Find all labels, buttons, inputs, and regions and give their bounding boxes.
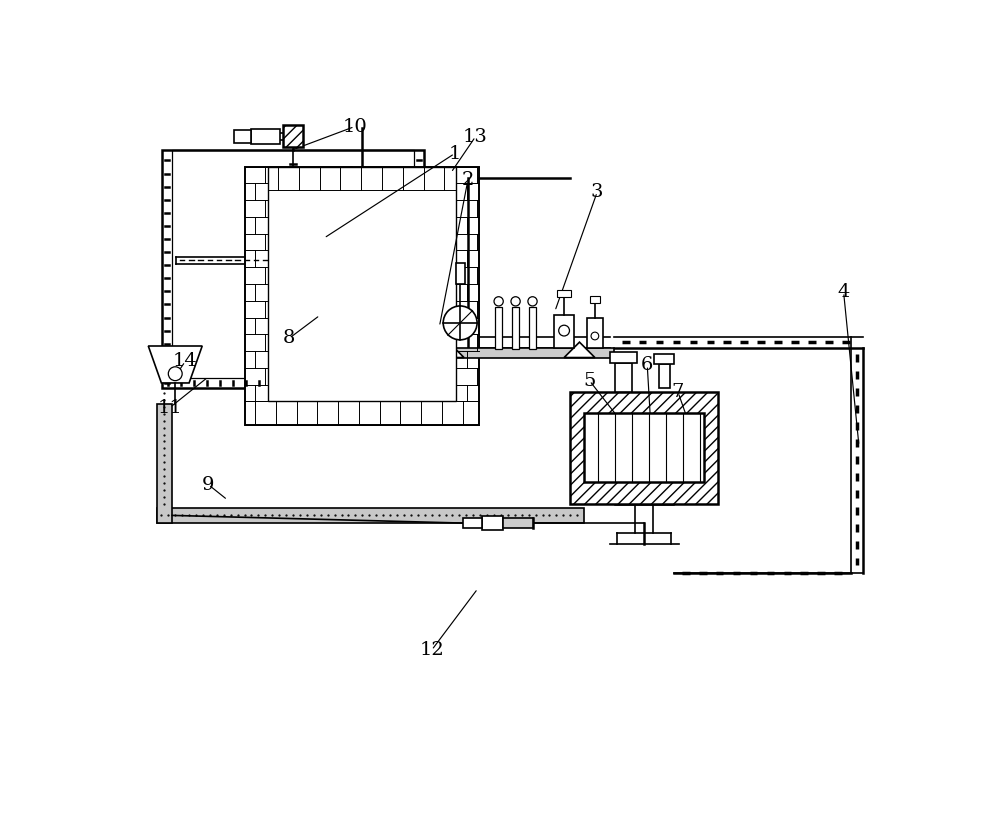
Circle shape	[511, 296, 520, 306]
Bar	[610, 352, 637, 363]
Polygon shape	[564, 342, 595, 358]
Bar	[463, 518, 482, 529]
Circle shape	[494, 296, 503, 306]
Bar	[172, 149, 414, 378]
Text: 14: 14	[173, 353, 198, 370]
Bar	[590, 296, 600, 303]
Bar	[456, 263, 465, 285]
Bar	[251, 129, 280, 144]
Text: 11: 11	[157, 398, 182, 417]
Circle shape	[559, 325, 569, 336]
Bar	[557, 290, 571, 297]
Text: 4: 4	[837, 283, 850, 301]
Polygon shape	[433, 342, 464, 358]
Bar	[157, 403, 172, 523]
Text: 7: 7	[672, 383, 684, 401]
Text: 5: 5	[583, 372, 596, 389]
Bar	[503, 519, 533, 528]
Circle shape	[528, 296, 537, 306]
Circle shape	[443, 306, 477, 339]
Text: 3: 3	[591, 183, 603, 201]
Text: 2: 2	[462, 172, 474, 189]
Text: 10: 10	[342, 118, 367, 135]
Bar	[157, 508, 584, 523]
Bar	[283, 125, 303, 147]
Bar	[162, 149, 424, 388]
Bar	[495, 307, 502, 349]
Bar	[529, 307, 536, 349]
Bar	[570, 393, 718, 504]
Bar	[554, 315, 574, 348]
Bar	[234, 130, 251, 143]
Polygon shape	[148, 346, 202, 383]
Text: 13: 13	[463, 128, 488, 145]
Bar	[245, 167, 479, 424]
Bar	[422, 348, 614, 358]
Bar	[512, 307, 519, 349]
Bar	[654, 354, 674, 364]
Bar	[584, 413, 704, 482]
Bar	[268, 167, 456, 402]
Bar	[482, 516, 503, 530]
Text: 12: 12	[419, 641, 444, 659]
Bar	[659, 364, 670, 388]
Bar	[587, 318, 603, 348]
Text: 6: 6	[641, 356, 653, 374]
Text: 1: 1	[449, 144, 461, 163]
Text: 9: 9	[202, 476, 215, 494]
Text: 8: 8	[283, 330, 295, 347]
Circle shape	[168, 367, 182, 381]
Circle shape	[591, 332, 599, 339]
Bar	[615, 363, 632, 393]
